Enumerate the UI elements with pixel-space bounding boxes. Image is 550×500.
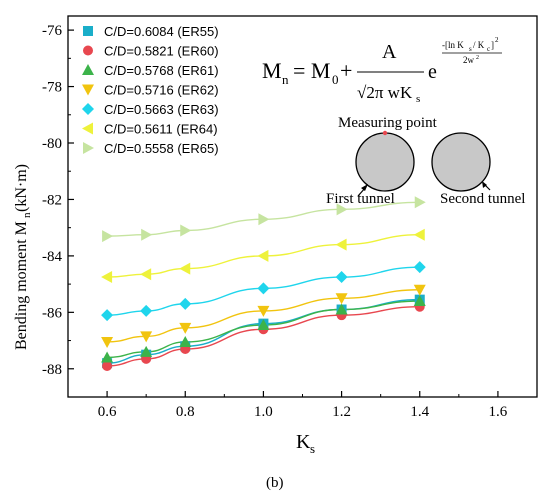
legend-marker [83,45,93,56]
data-point [257,319,270,331]
legend-marker [83,26,93,36]
data-point [335,293,348,305]
data-point [335,271,348,284]
second-tunnel-label: Second tunnel [440,191,525,207]
legend-label: C/D=0.5768 (ER61) [104,63,219,78]
equation-exponent-num3: / K [473,40,485,50]
data-point [140,345,153,357]
legend-marker [82,122,93,135]
equation-numerator: A [382,41,397,63]
y-axis-label-unit: (kN·m) [13,164,30,212]
equation-exp-base: e [428,61,437,83]
data-point [414,196,426,209]
equation-m0-sub: 0 [332,72,339,87]
data-point [140,331,153,343]
equation-exponent-num4: c [487,45,490,53]
equation-exponent-num: -[ln K [442,40,464,50]
first-tunnel-arrowhead [361,184,368,191]
legend-label: C/D=0.6084 (ER55) [104,24,219,39]
legend-label: C/D=0.5663 (ER63) [104,102,219,117]
legend-label: C/D=0.5716 (ER62) [104,83,219,98]
equation-denominator-sub: s [416,93,420,105]
equation-eq: = M [293,58,330,83]
data-point [336,203,348,216]
equation-exponent-num2: s [469,45,472,53]
y-tick-label-left: -86 [42,305,62,321]
y-tick-label-left: -84 [42,249,62,265]
x-axis-label: K [296,431,311,453]
data-point [101,271,113,284]
legend-label: C/D=0.5558 (ER65) [104,141,219,156]
data-point [179,262,191,275]
data-point [413,228,425,241]
equation-sqrt: √2π wK [357,83,413,102]
equation-exponent-den-pow: 2 [476,55,479,61]
data-point [179,335,192,347]
y-axis-label: Bending moment M [13,221,30,350]
first-tunnel-label: First tunnel [326,191,395,207]
x-tick-label: 0.8 [176,404,195,420]
second-tunnel-circle [431,132,491,192]
figure-caption: (b) [266,475,284,491]
data-point [257,305,270,317]
data-point [101,336,114,348]
data-point [413,295,426,307]
x-tick-label: 0.6 [98,404,117,420]
y-tick-label-left: -80 [42,136,62,152]
series-markers [101,196,426,371]
legend-marker [82,84,94,96]
data-point [102,230,114,243]
equation-exponent-num5: ] [491,40,494,50]
data-point [257,282,270,295]
equation-exponent-den: 2w [463,55,475,65]
data-point [257,249,269,262]
x-tick-label: 1.0 [254,404,273,420]
x-tick-label: 1.6 [489,404,508,420]
legend-marker [82,103,94,115]
data-point [180,224,192,237]
first-tunnel-circle [355,132,415,192]
x-axis-label-sub: s [310,441,315,456]
x-tick-label: 1.2 [332,404,351,420]
y-axis-label-sub: n [21,212,33,218]
equation-lhs: M [262,58,282,83]
y-tick-label-left: -78 [42,80,62,96]
data-point [335,303,348,315]
measuring-point-label: Measuring point [338,115,438,131]
y-tick-label-left: -82 [42,192,62,208]
second-tunnel-arrowhead [482,181,487,188]
data-point [101,309,114,322]
tunnel-schematic: Measuring point First tunnel Second tunn… [326,115,525,207]
data-point [413,261,426,274]
legend: C/D=0.6084 (ER55) C/D=0.5821 (ER60) C/D=0.… [82,24,219,156]
equation: M n = M 0 + A √2π wK s e -[ln K s / K c … [262,36,502,105]
data-point [335,238,347,251]
data-point [413,284,426,296]
data-point [179,297,192,310]
equation-lhs-sub: n [282,72,289,87]
legend-marker [83,142,94,154]
legend-marker [82,64,94,75]
legend-label: C/D=0.5821 (ER60) [104,44,219,59]
y-tick-label-left: -88 [42,362,62,378]
equation-exponent-pow: 2 [495,36,499,44]
data-point [101,351,114,363]
axis-ticks: 0.6 0.8 1.0 1.2 1.4 1.6 -88 -86 -84 -82 -80 -78 -76 [42,23,538,420]
data-point [140,304,153,317]
data-point [140,268,152,281]
data-point [179,322,192,334]
x-tick-label: 1.4 [410,404,429,420]
legend-label: C/D=0.5611 (ER64) [104,122,218,137]
y-tick-label-left: -76 [42,23,62,39]
data-point [102,360,113,371]
measuring-point-dot [382,130,388,136]
data-point [258,213,270,226]
data-point [141,228,153,241]
y-axis-label-group: Bending moment M n (kN·m) [13,164,33,350]
equation-plus: + [340,58,352,83]
